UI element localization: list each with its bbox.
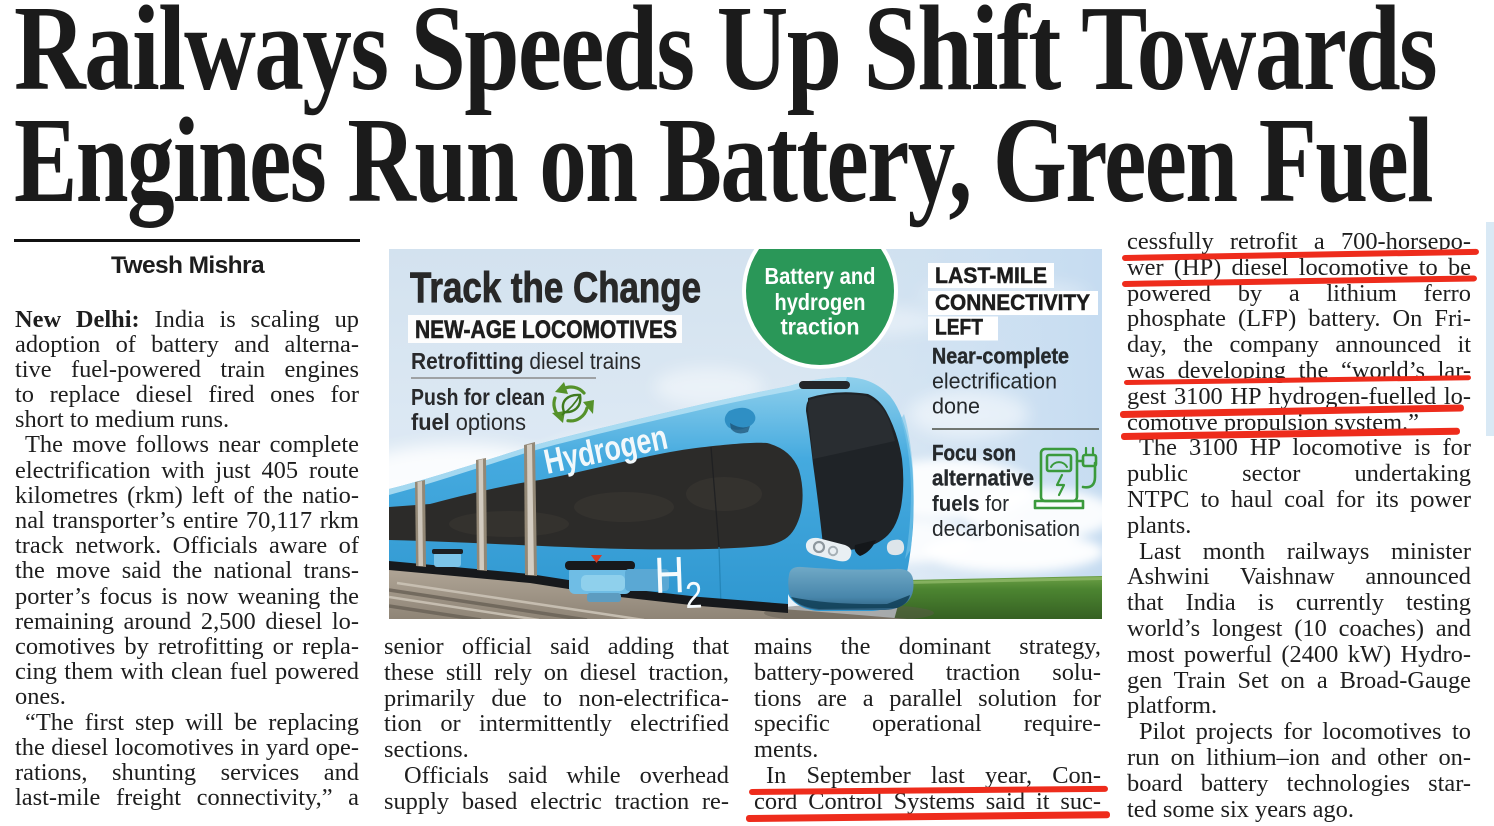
- svg-text:NEW-AGE LOCOMOTIVES: NEW-AGE LOCOMOTIVES: [415, 316, 677, 344]
- svg-text:fuels for: fuels for: [932, 491, 1009, 516]
- svg-text:LAST-MILE: LAST-MILE: [935, 263, 1047, 288]
- svg-text:done: done: [932, 394, 980, 419]
- svg-text:Focu son: Focu son: [932, 441, 1016, 466]
- svg-text:decarbonisation: decarbonisation: [932, 516, 1080, 541]
- svg-text:Push for clean: Push for clean: [411, 384, 545, 410]
- svg-text:Near-complete: Near-complete: [932, 344, 1069, 369]
- svg-text:Battery and: Battery and: [765, 263, 876, 289]
- svg-text:Track the Change: Track the Change: [410, 264, 701, 312]
- svg-text:hydrogen: hydrogen: [775, 289, 866, 315]
- svg-text:CONNECTIVITY: CONNECTIVITY: [935, 290, 1090, 315]
- svg-text:fuel options: fuel options: [411, 409, 526, 435]
- svg-text:alternative: alternative: [932, 466, 1034, 491]
- svg-text:electrification: electrification: [932, 369, 1057, 394]
- svg-text:Retrofitting diesel trains: Retrofitting diesel trains: [411, 348, 641, 374]
- svg-text:LEFT: LEFT: [935, 315, 983, 340]
- svg-text:traction: traction: [781, 314, 860, 340]
